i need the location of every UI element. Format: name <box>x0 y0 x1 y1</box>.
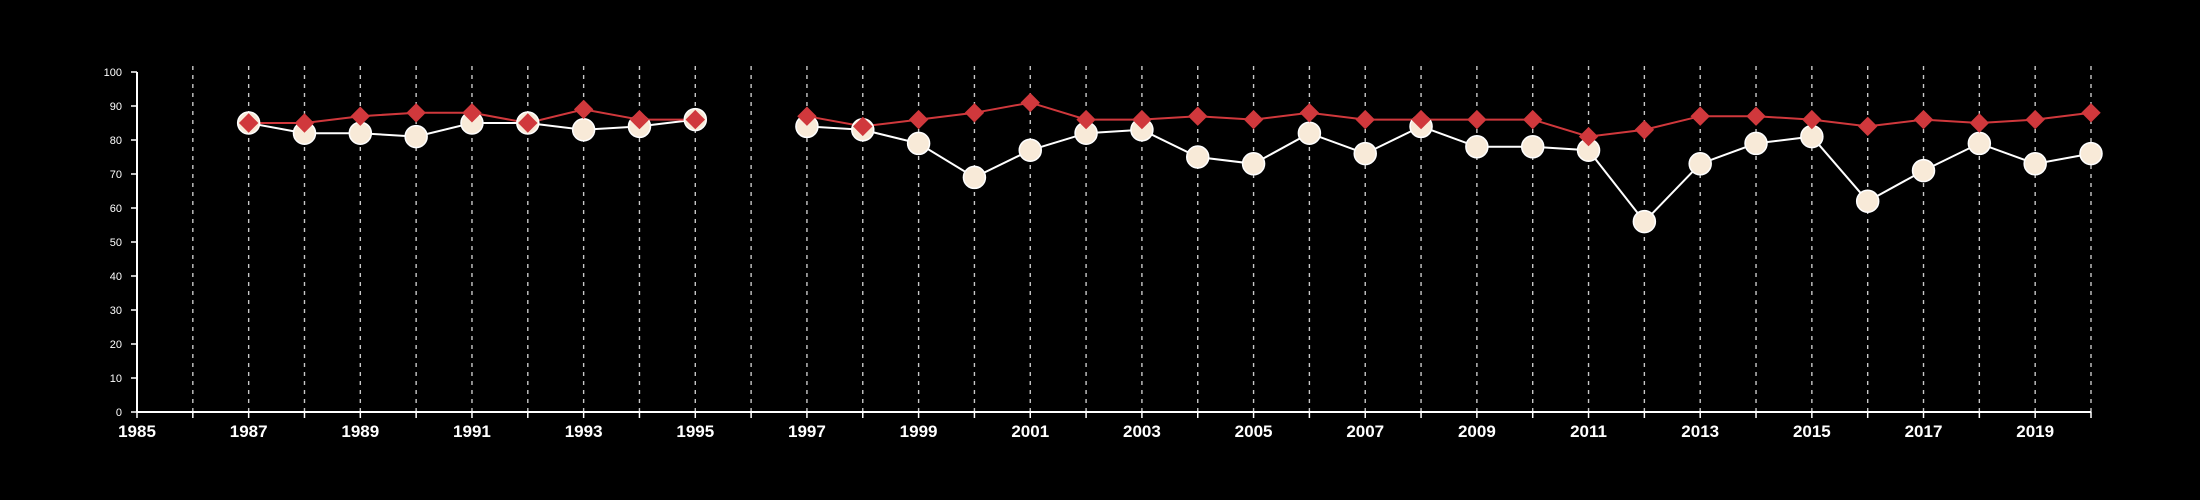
y-tick-label: 20 <box>110 339 122 351</box>
y-tick-label: 50 <box>110 237 122 249</box>
circle-point <box>962 165 987 190</box>
diamond-point <box>2025 109 2045 130</box>
diamond-point <box>1299 103 1320 123</box>
x-tick-label: 2019 <box>2016 422 2054 441</box>
circle-point <box>1241 152 1266 176</box>
diamond-point <box>1132 109 1152 130</box>
axes <box>131 71 2092 418</box>
diamond-point <box>964 103 985 123</box>
circle-point <box>1855 189 1880 213</box>
x-tick-label: 1995 <box>676 422 714 441</box>
x-tick-label: 1993 <box>565 422 603 441</box>
diamond-point <box>908 109 929 130</box>
circle-point <box>2023 152 2047 176</box>
x-tick-label: 2009 <box>1458 422 1496 441</box>
circle-point <box>404 124 428 149</box>
x-tick-label: 2001 <box>1011 422 1049 441</box>
series-line-diamond <box>806 101 2092 138</box>
x-tick-label: 2013 <box>1681 422 1719 441</box>
tick-labels: 0 10 20 30 40 50 60 70 80 90 100 1985 1987 1989 1991 19… <box>104 67 2054 441</box>
x-tick-label: 2017 <box>1905 422 1943 441</box>
y-tick-label: 90 <box>110 101 122 113</box>
diamond-point <box>1076 109 1096 130</box>
circle-point <box>1353 141 1377 166</box>
diamond-point <box>1411 109 1431 130</box>
circle-point <box>1911 158 1936 183</box>
circle-point <box>1465 135 1489 159</box>
circle-point <box>1520 135 1545 159</box>
x-tick-label: 2011 <box>1570 422 1607 441</box>
x-tick-label: 2005 <box>1235 422 1273 441</box>
y-tick-label: 60 <box>110 203 122 215</box>
circle-point <box>1297 121 1322 145</box>
diamond-point <box>1913 109 1934 130</box>
diamond-point <box>406 103 426 123</box>
diamond-point <box>294 113 315 133</box>
diamond-point <box>1467 109 1487 130</box>
diamond-point <box>1243 109 1264 130</box>
x-tick-label: 1997 <box>788 422 826 441</box>
diamond-point <box>1802 109 1822 130</box>
y-tick-label: 10 <box>110 373 122 385</box>
circle-point <box>1688 152 1712 176</box>
y-tick-label: 30 <box>110 305 122 317</box>
x-tick-label: 1999 <box>900 422 938 441</box>
x-tick-label: 2007 <box>1346 422 1384 441</box>
circle-point <box>2079 141 2103 166</box>
diamond-point <box>350 106 371 126</box>
diamond-point <box>1020 92 1040 113</box>
diamond-point <box>1634 120 1655 140</box>
circle-point <box>906 131 931 156</box>
x-tick-label: 1989 <box>341 422 379 441</box>
diamond-point <box>1188 106 1208 126</box>
circle-point <box>1632 209 1657 234</box>
x-tick-label: 2003 <box>1123 422 1161 441</box>
diamond-point <box>1578 126 1599 147</box>
diamond-point <box>685 109 705 130</box>
x-tick-label: 1987 <box>230 422 268 441</box>
y-tick-label: 40 <box>110 271 122 283</box>
diamond-point <box>1355 109 1375 130</box>
y-tick-label: 0 <box>116 407 122 419</box>
circle-point <box>571 118 596 142</box>
y-tick-label: 70 <box>110 169 122 181</box>
series-group <box>236 92 2103 234</box>
x-tick-label: 1985 <box>118 422 156 441</box>
y-tick-label: 80 <box>110 135 122 147</box>
x-tick-label: 1991 <box>453 422 491 441</box>
circle-point <box>1967 131 1992 156</box>
diamond-point <box>1746 106 1766 126</box>
circle-point <box>1185 145 1210 169</box>
diamond-point <box>1523 109 1543 130</box>
circle-point <box>1018 138 1043 162</box>
y-tick-label: 100 <box>104 67 122 79</box>
diamond-point <box>1969 113 1990 133</box>
series-line-circle <box>806 125 2092 224</box>
diamond-point <box>238 113 259 133</box>
diamond-point <box>629 109 650 130</box>
diamond-point <box>2081 103 2101 123</box>
diamond-point <box>462 103 482 123</box>
diamond-point <box>1690 106 1710 126</box>
diamond-point <box>853 116 873 137</box>
diamond-point <box>518 113 538 133</box>
circle-point <box>1744 131 1768 156</box>
diamond-point <box>797 106 817 126</box>
diamond-point <box>1857 116 1878 137</box>
x-tick-label: 2015 <box>1793 422 1831 441</box>
diamond-point <box>573 99 594 120</box>
